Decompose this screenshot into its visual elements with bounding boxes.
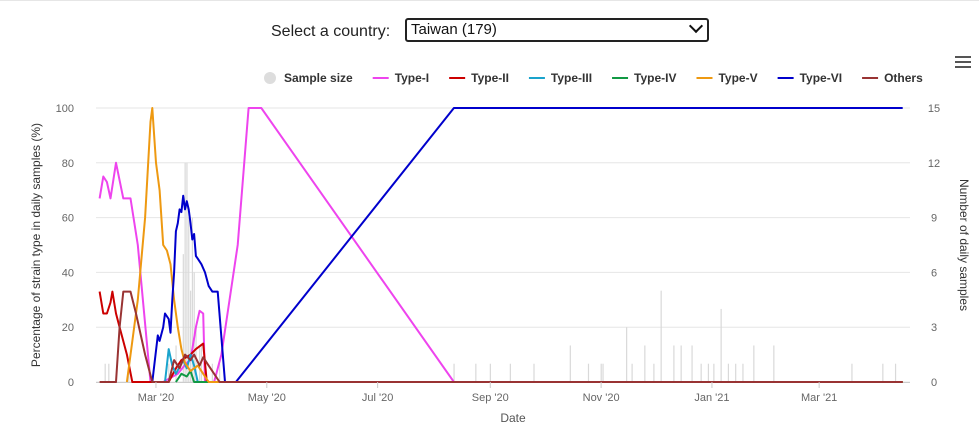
y2-tick-label: 0	[931, 377, 937, 389]
sample-size-bar	[193, 272, 195, 382]
sample-size-bar	[184, 162, 186, 382]
country-selector: Select a country: Taiwan (179)	[0, 18, 979, 46]
series-line-type-vi	[151, 107, 903, 383]
sample-size-bar	[509, 363, 511, 382]
y2-axis-title: Number of daily samples	[957, 179, 971, 311]
legend-marker-sample-size[interactable]	[264, 72, 276, 84]
legend-label: Type-III	[551, 71, 592, 85]
y2-tick-label: 3	[931, 322, 937, 334]
sample-size-bar	[489, 363, 491, 382]
x-axis-title: Date	[500, 411, 526, 425]
y2-tick-label: 15	[928, 103, 940, 115]
y-tick-label: 20	[62, 322, 74, 334]
chart-menu-icon[interactable]	[955, 56, 971, 70]
y2-tick-label: 9	[931, 213, 937, 225]
sample-size-bar	[691, 345, 693, 382]
sample-size-bar	[600, 363, 602, 382]
legend-label: Type-II	[471, 71, 509, 85]
sample-size-bar	[773, 345, 775, 382]
sample-size-bar	[644, 345, 646, 382]
country-select-value: Taiwan (179)	[411, 21, 497, 38]
sample-size-bar	[533, 363, 535, 382]
y-tick-label: 0	[68, 377, 74, 389]
sample-size-bar	[189, 290, 192, 382]
sample-size-bar	[720, 308, 722, 382]
x-tick-label: Mar '21	[801, 392, 837, 404]
sample-size-bar	[168, 363, 170, 382]
sample-size-bar	[713, 363, 715, 382]
y-tick-label: 100	[56, 103, 74, 115]
sample-size-bar	[673, 345, 675, 382]
sample-size-bar	[219, 363, 221, 382]
y2-tick-label: 6	[931, 267, 937, 279]
sample-size-bar	[587, 363, 590, 382]
sample-size-bar	[475, 363, 477, 382]
sample-size-bar	[700, 363, 702, 382]
x-tick-label: Nov '20	[583, 392, 620, 404]
sample-size-bar	[851, 363, 853, 382]
y-tick-label: 40	[62, 267, 74, 279]
y-tick-label: 60	[62, 213, 74, 225]
sample-size-bar	[631, 363, 633, 382]
sample-size-bar	[753, 345, 755, 382]
x-tick-label: Jan '21	[694, 392, 729, 404]
legend-label: Type-V	[718, 71, 757, 85]
series-line-type-ii	[98, 290, 903, 383]
sample-size-bar	[626, 327, 628, 382]
sample-size-bar	[727, 363, 730, 382]
sample-size-bar	[660, 290, 662, 382]
y2-tick-label: 12	[928, 158, 940, 170]
x-tick-label: May '20	[248, 392, 286, 404]
series-line-type-iv	[175, 370, 903, 383]
sample-size-bar	[894, 363, 897, 382]
sample-size-bar	[882, 363, 884, 382]
sample-size-bar	[569, 345, 571, 382]
y-tick-label: 80	[62, 158, 74, 170]
sample-size-bar	[191, 217, 193, 382]
legend-label: Type-I	[395, 71, 429, 85]
sample-size-bar	[195, 327, 197, 382]
legend-label: Others	[884, 71, 923, 85]
sample-size-bar	[680, 345, 682, 382]
country-select[interactable]: Taiwan (179)	[405, 18, 709, 42]
sample-size-bar	[104, 363, 106, 382]
sample-size-bar	[108, 363, 110, 382]
y-axis-title: Percentage of strain type in daily sampl…	[29, 123, 43, 367]
country-selector-label: Select a country:	[271, 23, 391, 40]
sample-size-bar	[182, 254, 184, 382]
legend-label: Sample size	[284, 71, 353, 85]
legend-label: Type-IV	[634, 71, 676, 85]
series-line-others	[99, 290, 903, 383]
sample-size-bar	[602, 363, 604, 382]
x-tick-label: Mar '20	[138, 392, 174, 404]
sample-size-bar	[188, 217, 190, 382]
series-line-type-i	[98, 107, 903, 383]
sample-size-bar	[186, 162, 188, 382]
sample-size-bar	[735, 363, 737, 382]
top-divider	[0, 0, 979, 4]
sample-size-bar	[707, 363, 710, 382]
series-line-type-v	[125, 107, 903, 383]
x-tick-label: Jul '20	[362, 392, 393, 404]
sample-size-bar	[742, 363, 744, 382]
legend-label: Type-VI	[800, 71, 842, 85]
sample-size-bar	[653, 363, 655, 382]
x-tick-label: Sep '20	[472, 392, 509, 404]
sample-size-bar	[453, 363, 455, 382]
